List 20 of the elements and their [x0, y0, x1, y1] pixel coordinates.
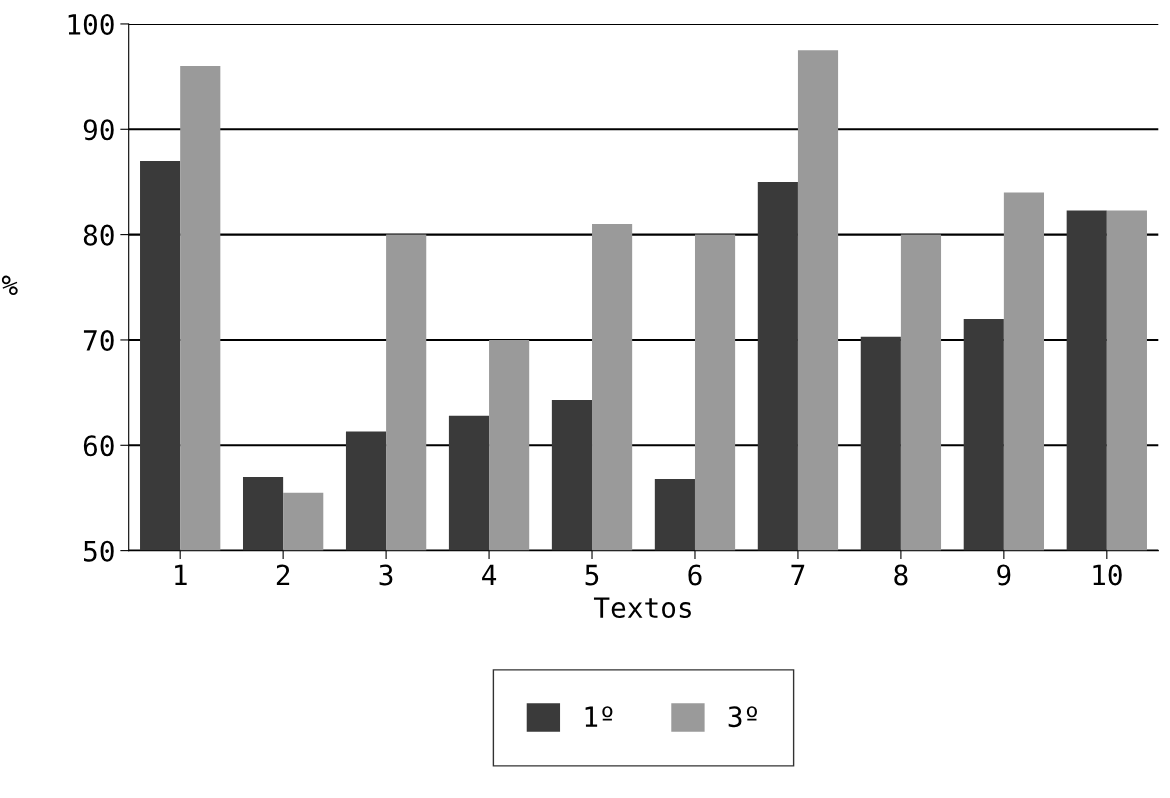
y-tick-label: 70 — [83, 329, 114, 351]
x-tick-label: 4 — [482, 564, 497, 586]
y-tick-label: 60 — [83, 435, 114, 457]
y-tick-label: 100 — [68, 13, 114, 35]
y-tick-label: 90 — [83, 119, 114, 141]
x-tick-label: 6 — [688, 564, 702, 586]
x-tick-label: 9 — [997, 564, 1011, 586]
x-tick-label: 8 — [894, 564, 908, 586]
legend-label: 3º — [728, 706, 757, 728]
x-tick-label: 1 — [175, 564, 187, 586]
y-axis-title: % — [1, 275, 18, 296]
x-tick-label: 5 — [585, 564, 599, 586]
x-tick-label: 10 — [1093, 564, 1122, 586]
x-tick-label: 2 — [276, 564, 290, 586]
x-tick-label: 3 — [379, 564, 393, 586]
y-tick-label: 50 — [84, 540, 114, 562]
legend-label: 1º — [585, 706, 613, 727]
y-tick-label: 80 — [83, 224, 114, 246]
x-axis-title: Textos — [593, 597, 691, 619]
x-tick-label: 7 — [791, 564, 805, 586]
